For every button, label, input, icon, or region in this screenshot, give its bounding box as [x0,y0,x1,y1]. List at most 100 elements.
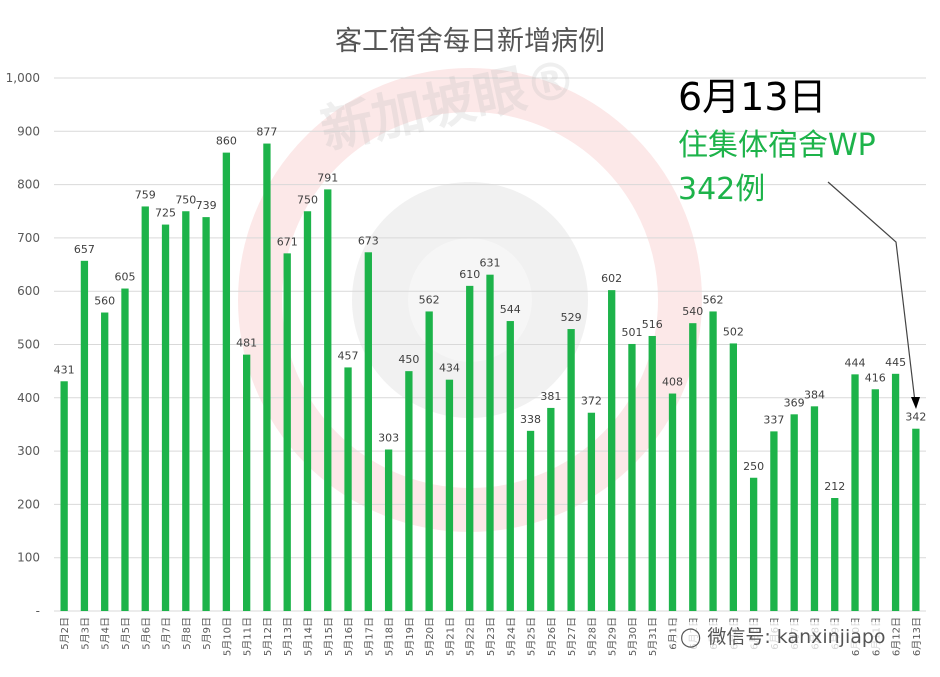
y-tick-label: 500 [17,338,40,352]
wechat-icon: ◯ [680,626,702,648]
data-label: 303 [378,432,399,445]
bars [60,143,920,611]
data-label: 562 [419,293,440,306]
bar [506,321,514,611]
bar [202,217,210,611]
bar [283,253,291,611]
data-label: 457 [338,349,359,362]
x-tick-label: 6月12日 [891,617,903,656]
x-tick-label: 5月11日 [242,617,254,656]
data-label: 444 [845,356,866,369]
x-tick-label: 5月22日 [465,617,477,656]
x-tick-label: 5月25日 [526,617,538,656]
data-label: 342 [905,411,926,424]
annotation-line2: 342例 [678,172,766,207]
x-tick-label: 5月28日 [586,617,598,656]
x-tick-label: 5月15日 [323,617,335,656]
x-tick-label: 5月9日 [201,617,213,650]
data-label: 445 [885,356,906,369]
data-label: 416 [865,371,886,384]
x-tick-label: 5月14日 [302,617,314,656]
bar [628,343,636,611]
y-axis: - 100 200 300 400 500 600 700 800 900 1,000 [6,71,40,618]
bar [668,393,677,611]
bar [161,224,170,611]
bar [831,498,839,611]
bar [344,367,352,611]
data-label: 516 [642,318,663,331]
data-label: 562 [703,293,724,306]
data-label: 739 [196,199,217,212]
data-label: 759 [135,188,156,201]
data-label: 673 [358,234,379,247]
bar [770,431,778,611]
x-tick-label: 5月6日 [140,617,152,650]
bar [729,343,737,611]
bar [445,379,454,611]
bar [384,449,393,611]
bar [526,430,535,611]
data-label: 657 [74,243,95,256]
bar [749,477,758,611]
data-label: 369 [784,396,805,409]
bar [60,381,68,611]
bar [182,211,190,611]
bar [222,152,231,611]
data-label: 250 [743,460,764,473]
data-label: 481 [236,337,257,350]
data-label: 544 [500,303,521,316]
x-tick-label: 5月8日 [181,617,193,650]
bar [567,329,575,611]
data-label: 337 [763,413,784,426]
bar [466,285,474,611]
x-tick-label: 5月27日 [566,617,578,656]
y-tick-label: 100 [17,551,40,565]
data-label: 602 [601,272,622,285]
bar [364,252,372,611]
data-label: 529 [561,311,582,324]
bar [891,373,900,611]
data-label: 212 [824,480,845,493]
bar [587,412,596,611]
y-tick-label: 300 [17,444,40,458]
x-tick-label: 5月18日 [384,617,396,656]
annotation-arrow [827,181,920,409]
x-tick-label: 5月24日 [505,617,517,656]
bar [709,311,717,611]
x-tick-label: 5月5日 [120,617,132,650]
data-label: 501 [621,326,642,339]
data-label: 877 [256,126,277,139]
data-label: 631 [480,257,501,270]
x-tick-label: 5月7日 [161,617,173,650]
bar [547,407,555,611]
data-label: 725 [155,207,176,220]
data-label: 502 [723,325,744,338]
x-tick-label: 5月26日 [546,617,558,656]
data-label: 605 [114,271,135,284]
bar [608,290,616,611]
y-tick-label: 200 [17,497,40,511]
bar [101,312,109,611]
data-label: 671 [277,235,298,248]
y-tick-label: 600 [17,284,40,298]
data-label: 372 [581,395,602,408]
bar [912,428,920,611]
data-label: 860 [216,135,237,148]
data-label: 338 [520,413,541,426]
data-label: 431 [54,363,75,376]
data-label: 610 [459,268,480,281]
bar [851,374,859,611]
bar [486,274,494,611]
y-tick-label: - [36,604,40,618]
data-label: 560 [94,295,115,308]
data-label: 750 [297,193,318,206]
chart-title: 客工宿舍每日新增病例 [335,26,605,57]
bar [121,288,129,611]
data-label: 540 [682,305,703,318]
bar [243,354,251,611]
x-tick-label: 5月20日 [424,617,436,656]
x-tick-label: 5月10日 [221,617,233,656]
x-tick-label: 5月31日 [647,617,659,656]
x-tick-label: 5月23日 [485,617,497,656]
